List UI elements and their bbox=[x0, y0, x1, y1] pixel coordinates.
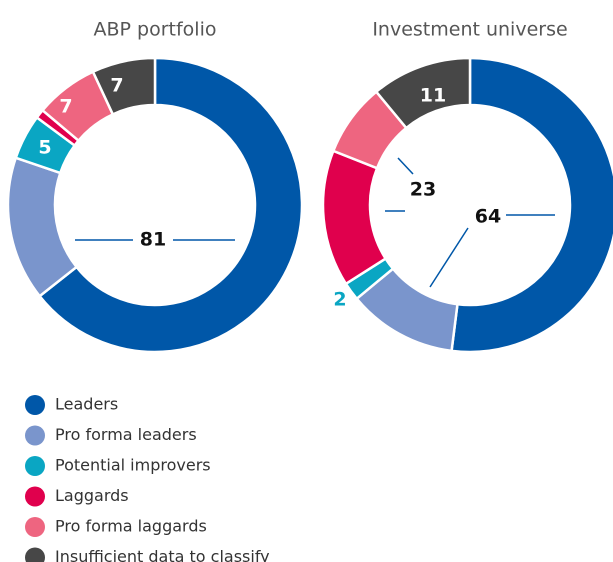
legend-marker bbox=[25, 395, 45, 415]
legend-marker bbox=[25, 456, 45, 476]
data-label: 23 bbox=[410, 179, 436, 201]
data-label: 81 bbox=[140, 229, 166, 251]
legend-marker bbox=[25, 547, 45, 562]
legend-label: Laggards bbox=[55, 486, 129, 505]
donut-segment bbox=[37, 56, 304, 354]
legend-marker bbox=[25, 486, 45, 507]
data-label: 64 bbox=[475, 206, 501, 228]
data-label: 7 bbox=[59, 96, 72, 118]
donut-segment bbox=[450, 56, 613, 354]
legend-label: Potential improvers bbox=[55, 456, 211, 475]
donut-segment bbox=[91, 56, 157, 116]
donut-segment bbox=[374, 56, 472, 130]
chart-title: Investment universe bbox=[372, 19, 567, 41]
data-label: 2 bbox=[333, 289, 346, 311]
donut-segment bbox=[6, 156, 79, 298]
legend-label: Pro forma laggards bbox=[55, 517, 207, 536]
donut-segment bbox=[321, 149, 388, 286]
legend-label: Insufficient data to classify bbox=[55, 547, 270, 562]
data-label: 11 bbox=[420, 85, 446, 107]
leader-line bbox=[429, 227, 469, 288]
legend-label: Leaders bbox=[55, 395, 118, 414]
legend-marker bbox=[25, 425, 45, 446]
data-label: 7 bbox=[110, 75, 123, 97]
chart-title: ABP portfolio bbox=[94, 19, 217, 41]
data-label: 5 bbox=[38, 137, 51, 159]
legend-marker bbox=[25, 517, 45, 537]
leader-line bbox=[397, 157, 414, 175]
legend-label: Pro forma leaders bbox=[55, 425, 197, 444]
